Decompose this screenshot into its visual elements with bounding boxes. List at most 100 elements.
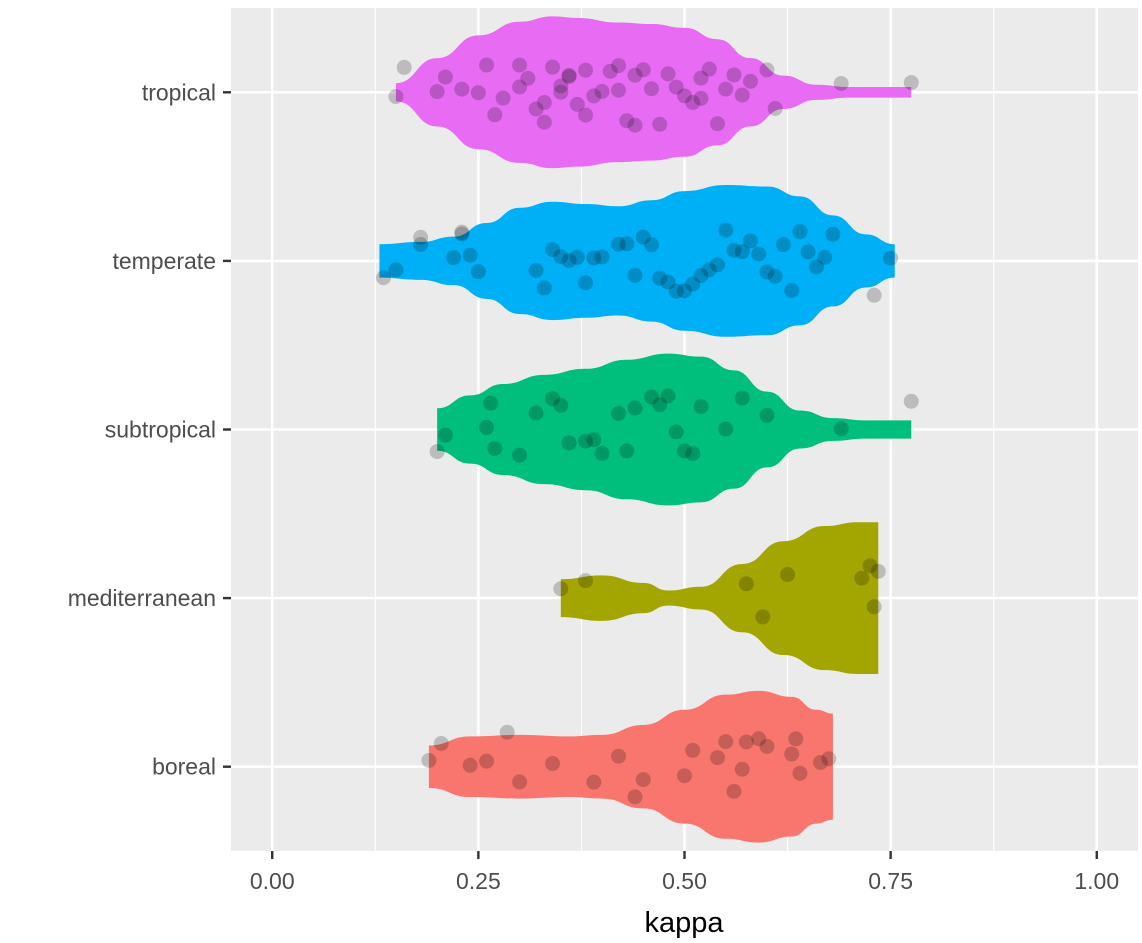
data-point [693, 268, 709, 284]
data-point [553, 581, 569, 597]
data-point [738, 576, 754, 592]
data-point [429, 84, 445, 100]
data-point [611, 82, 627, 98]
data-point [536, 114, 552, 130]
data-point [693, 90, 709, 106]
data-point [553, 397, 569, 413]
data-point [536, 280, 552, 296]
data-point [635, 772, 651, 788]
data-point [734, 761, 750, 777]
y-tick-label: tropical [142, 79, 216, 105]
data-point [709, 257, 725, 273]
data-point [561, 435, 577, 451]
data-point [668, 283, 684, 299]
data-point [685, 742, 701, 758]
x-axis-title: kappa [644, 907, 724, 939]
data-point [545, 59, 561, 75]
data-point [528, 101, 544, 117]
data-point [759, 407, 775, 423]
data-point [709, 116, 725, 132]
data-point [734, 244, 750, 260]
data-point [512, 774, 528, 790]
data-point [817, 249, 833, 265]
data-point [685, 95, 701, 111]
data-point [413, 229, 429, 245]
data-point [718, 421, 734, 437]
data-point [545, 756, 561, 772]
data-point [561, 67, 577, 83]
data-point [594, 445, 610, 461]
data-point [870, 563, 886, 579]
data-point [780, 567, 796, 583]
data-point [685, 446, 701, 462]
data-point [512, 79, 528, 95]
data-point [437, 69, 453, 85]
x-tick-label: 0.75 [868, 868, 913, 894]
data-point [660, 274, 676, 290]
violin-tropical [395, 16, 912, 169]
data-point [677, 443, 692, 459]
data-point [767, 100, 783, 116]
data-point [462, 247, 478, 263]
data-point [784, 746, 800, 762]
data-point [788, 731, 804, 747]
data-point [611, 748, 627, 764]
data-point [594, 249, 610, 265]
data-point [454, 226, 470, 242]
data-point [376, 270, 392, 286]
data-point [586, 250, 602, 266]
data-point [792, 765, 808, 781]
data-point [553, 78, 569, 94]
data-point [454, 224, 470, 240]
data-point [693, 399, 709, 415]
data-point [429, 444, 445, 460]
data-point [454, 81, 470, 97]
data-point [627, 67, 643, 83]
data-point [627, 267, 643, 283]
data-point [561, 69, 577, 85]
data-point [833, 75, 849, 91]
data-point [479, 753, 495, 769]
data-point [644, 81, 660, 97]
data-point [586, 774, 602, 790]
y-axis: tropical temperate subtropical mediterranea… [68, 79, 231, 780]
data-point [578, 62, 594, 78]
data-point [726, 242, 742, 258]
data-point [833, 421, 849, 437]
data-point [742, 233, 758, 249]
data-point [512, 57, 528, 73]
data-point [512, 447, 528, 463]
data-point [619, 113, 635, 129]
data-point [821, 751, 837, 767]
data-point [578, 573, 594, 589]
data-point [495, 90, 511, 106]
data-point [611, 58, 627, 74]
data-point [709, 750, 725, 766]
x-tick-label: 0.50 [662, 868, 707, 894]
data-point [668, 424, 684, 440]
data-point [569, 96, 585, 112]
violin-mediterranean [560, 522, 879, 674]
data-point [862, 558, 878, 574]
data-point [433, 735, 449, 751]
data-point [413, 237, 429, 253]
data-point [866, 599, 882, 615]
data-point [775, 237, 791, 253]
data-point [701, 61, 717, 77]
data-point [800, 244, 816, 260]
data-point [660, 66, 676, 82]
data-point [437, 427, 453, 443]
data-point [594, 83, 610, 99]
data-point [627, 117, 643, 133]
data-point [726, 67, 742, 83]
data-point [578, 433, 594, 449]
data-point [734, 390, 750, 406]
data-point [652, 270, 668, 286]
data-point [755, 609, 771, 625]
data-point [536, 94, 552, 110]
data-point [553, 84, 569, 100]
data-point [751, 731, 767, 747]
data-point [903, 393, 919, 409]
data-point [652, 116, 668, 132]
